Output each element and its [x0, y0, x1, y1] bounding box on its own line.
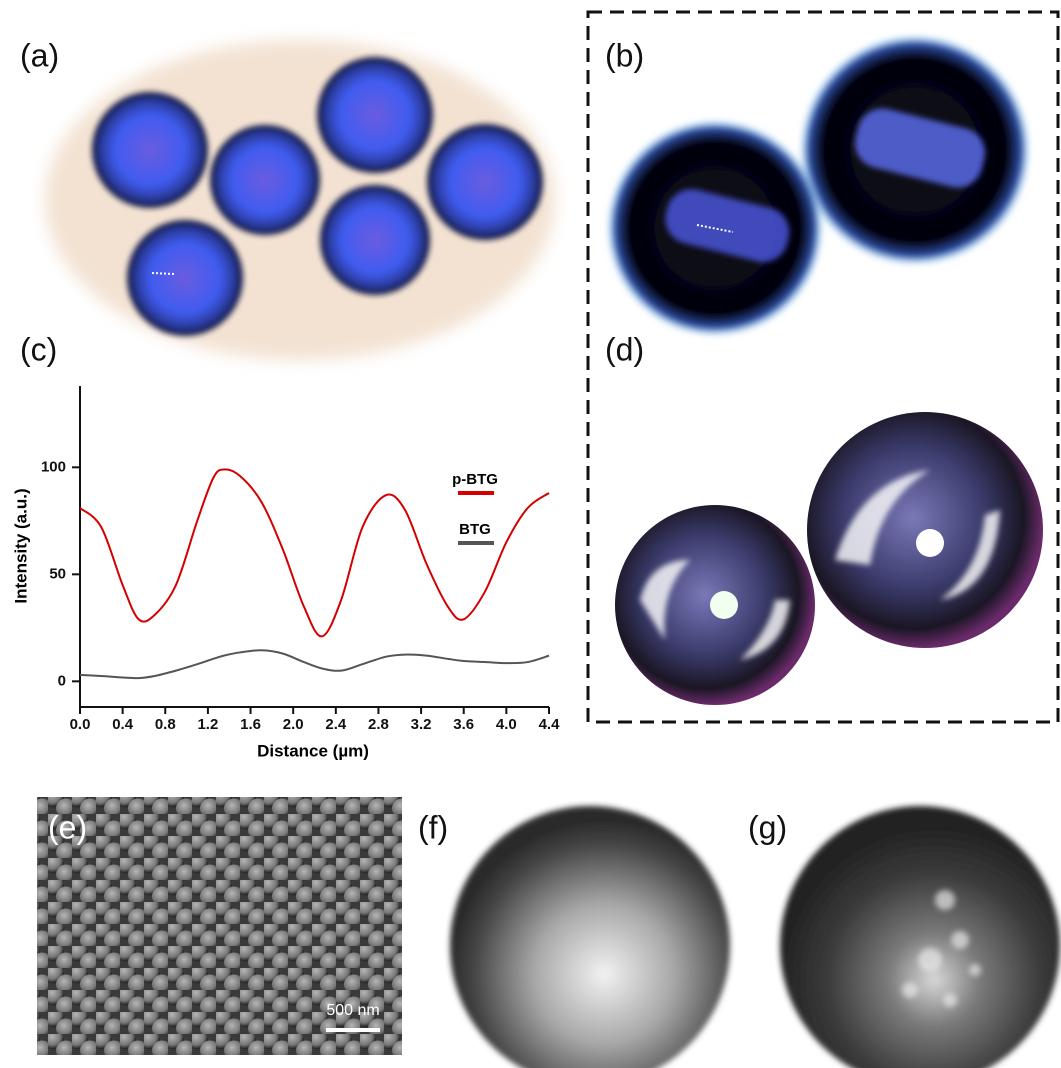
x-tick-label: 4.4: [539, 716, 561, 733]
x-tick-label: 3.2: [411, 716, 432, 733]
panel-label: (g): [748, 809, 787, 845]
image-a: [45, 40, 555, 360]
x-tick-label: 2.8: [368, 716, 389, 733]
panel-label: (f): [418, 809, 448, 845]
image-b: [607, 35, 1030, 336]
x-tick-label: 1.2: [197, 716, 218, 733]
x-tick-label: 0.4: [112, 716, 134, 733]
panel-label: (e): [48, 809, 87, 845]
chart: Distance (µm) Intensity (a.u.) 0 50 100 0.0…: [11, 386, 560, 760]
x-tick-label: 3.6: [453, 716, 474, 733]
x-tick-label: 0.0: [70, 716, 91, 733]
y-axis-label: Intensity (a.u.): [11, 488, 30, 603]
legend-label: p-BTG: [452, 471, 498, 488]
y-tick-label: 0: [58, 672, 66, 689]
legend-label: BTG: [459, 521, 491, 538]
image-d: [615, 412, 1043, 705]
x-tick-label: 4.0: [496, 716, 517, 733]
y-tick-label: 100: [41, 458, 66, 475]
image-e: 500 nm: [37, 797, 402, 1055]
x-tick-label: 0.8: [155, 716, 176, 733]
scale-bar-label: 500 nm: [326, 1002, 379, 1019]
line: [80, 650, 549, 678]
panel-label: (d): [605, 331, 644, 367]
x-tick-label: 1.6: [240, 716, 261, 733]
panel-label: (c): [20, 331, 57, 367]
x-axis-label: Distance (µm): [257, 741, 369, 760]
image-g: [780, 806, 1060, 1068]
x-tick-label: 2.4: [325, 716, 347, 733]
y-tick-label: 50: [49, 565, 66, 582]
image-f: [450, 806, 730, 1068]
panel-label: (b): [605, 37, 644, 73]
panel-label: (a): [20, 37, 59, 73]
x-tick-label: 2.0: [283, 716, 304, 733]
figure: 500 nm (a) (b) (c) (d) (e) (f) (g) Dista…: [0, 0, 1061, 1068]
